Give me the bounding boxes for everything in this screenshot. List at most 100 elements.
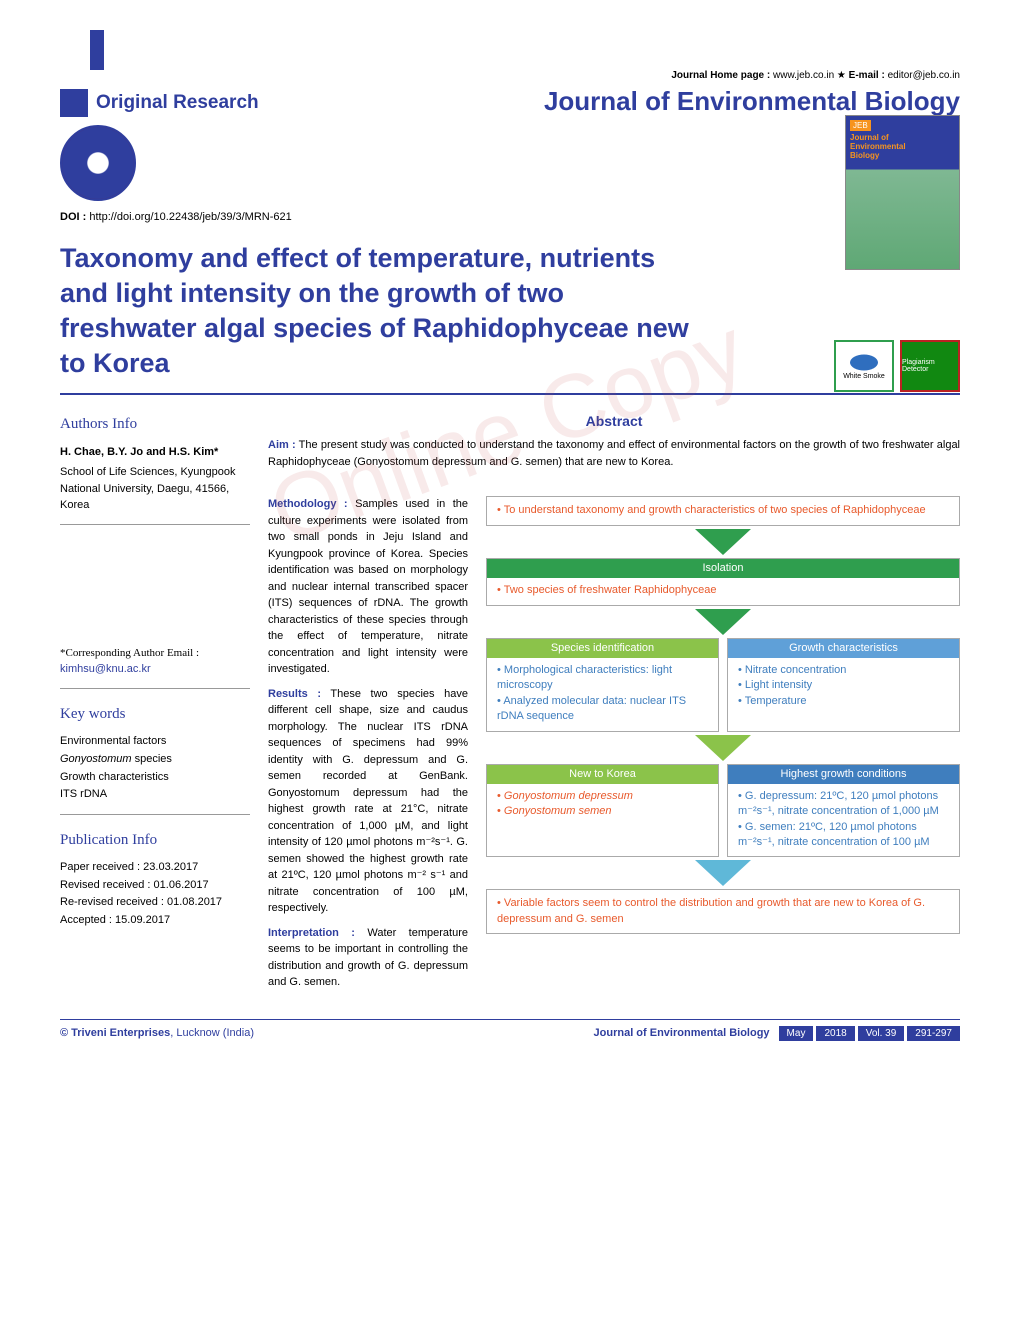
footer-journal-name: Journal of Environmental Biology <box>594 1027 770 1039</box>
flow-split-2: New to Korea • Gonyostomum depressum • G… <box>486 764 960 858</box>
plagiarism-badge: Plagiarism Detector <box>900 340 960 392</box>
pub-rerevised: Re-revised received : 01.08.2017 <box>60 894 250 912</box>
int-label: Interpretation : <box>268 927 355 939</box>
authors-info-box: Authors Info H. Chae, B.Y. Jo and H.S. K… <box>60 413 250 525</box>
footer-volume: Vol. 39 <box>858 1026 905 1041</box>
flow-b6b: G. semen: 21ºC, 120 µmol photons m⁻²s⁻¹,… <box>738 821 930 848</box>
kw2-italic: Gonyostomum <box>60 753 132 765</box>
flowchart-column: • To understand taxonomy and growth char… <box>486 496 960 999</box>
authors-heading: Authors Info <box>60 413 250 436</box>
doi-label: DOI : <box>60 211 86 223</box>
mid-right-wrap: Abstract Aim : The present study was con… <box>268 413 960 999</box>
kw1: Environmental factors <box>60 733 250 751</box>
home-page-line: Journal Home page : www.jeb.co.in ★ E-ma… <box>60 70 960 81</box>
corresponding-box: *Corresponding Author Email : kimhsu@knu… <box>60 645 250 689</box>
main-columns: Authors Info H. Chae, B.Y. Jo and H.S. K… <box>60 413 960 999</box>
flow-box-5: New to Korea • Gonyostomum depressum • G… <box>486 764 719 858</box>
flow-box-7: • Variable factors seem to control the d… <box>486 889 960 934</box>
cover-thumbnail: JEB Journal of Environmental Biology <box>845 115 960 270</box>
res-label: Results : <box>268 688 321 700</box>
interpretation-section: Interpretation : Water temperature seems… <box>268 925 468 991</box>
footer-pages: 291-297 <box>907 1026 960 1041</box>
flow-b5b: Gonyostomum semen <box>504 805 612 817</box>
flow-box-1: • To understand taxonomy and growth char… <box>486 496 960 525</box>
flowchart: • To understand taxonomy and growth char… <box>486 496 960 934</box>
flow-box-2: Isolation • Two species of freshwater Ra… <box>486 558 960 606</box>
corr-email[interactable]: kimhsu@knu.ac.kr <box>60 663 151 675</box>
flow-b1-text: To understand taxonomy and growth charac… <box>504 504 926 516</box>
flow-b4a: Nitrate concentration <box>745 664 847 676</box>
cover-t2: Environmental <box>850 142 955 151</box>
cover-t3: Biology <box>850 151 955 160</box>
pub-revised: Revised received : 01.06.2017 <box>60 877 250 895</box>
doi-line: DOI : http://doi.org/10.22438/jeb/39/3/M… <box>60 211 292 223</box>
arrow-2-icon <box>695 609 751 635</box>
journal-title: Journal of Environmental Biology <box>544 86 960 117</box>
badge1-label: White Smoke <box>843 373 885 380</box>
kw4: ITS rDNA <box>60 786 250 804</box>
keywords-list: Environmental factors Gonyostomum specie… <box>60 733 250 803</box>
keywords-box: Key words Environmental factors Gonyosto… <box>60 703 250 815</box>
email-label: E-mail : <box>849 70 885 81</box>
publication-info-box: Publication Info Paper received : 23.03.… <box>60 829 250 940</box>
flow-b2-text: Two species of freshwater Raphidophyceae <box>504 584 717 596</box>
flow-b6-header: Highest growth conditions <box>728 765 959 784</box>
whitesmoke-badge: White Smoke <box>834 340 894 392</box>
copyright: © Triveni Enterprises, Lucknow (India) <box>60 1027 254 1039</box>
abstract-top: Abstract Aim : The present study was con… <box>268 413 960 478</box>
blue-square-icon <box>60 89 88 117</box>
star-icon: ★ <box>837 70 846 81</box>
logo-row: DOI : http://doi.org/10.22438/jeb/39/3/M… <box>60 125 960 223</box>
flow-b6a: G. depressum: 21ºC, 120 µmol photons m⁻²… <box>738 790 939 817</box>
res-text: These two species have different cell sh… <box>268 688 468 915</box>
journal-logo-icon <box>60 125 136 201</box>
footer-year: 2018 <box>816 1026 854 1041</box>
flow-box-4: Growth characteristics • Nitrate concent… <box>727 638 960 732</box>
flow-b3-header: Species identification <box>487 639 718 658</box>
top-bar <box>60 30 960 70</box>
aim-label: Aim : <box>268 439 296 451</box>
flow-b5-header: New to Korea <box>487 765 718 784</box>
pub-accepted: Accepted : 15.09.2017 <box>60 912 250 930</box>
copy-bold: © Triveni Enterprises <box>60 1027 170 1039</box>
methodology-section: Methodology : Samples used in the cultur… <box>268 496 468 678</box>
flow-box-3: Species identification • Morphological c… <box>486 638 719 732</box>
flow-split-1: Species identification • Morphological c… <box>486 638 960 732</box>
results-section: Results : These two species have differe… <box>268 686 468 917</box>
left-column: Authors Info H. Chae, B.Y. Jo and H.S. K… <box>60 413 250 999</box>
cover-tag: JEB <box>850 120 871 131</box>
home-label: Journal Home page : <box>671 70 770 81</box>
badge2-label: Plagiarism Detector <box>902 359 958 373</box>
doi-url[interactable]: http://doi.org/10.22438/jeb/39/3/MRN-621 <box>89 211 291 223</box>
footer-month: May <box>779 1026 814 1041</box>
header-row: Original Research Journal of Environment… <box>60 86 960 117</box>
author-names: H. Chae, B.Y. Jo and H.S. Kim* <box>60 444 250 461</box>
arrow-3-icon <box>695 735 751 761</box>
pub-heading: Publication Info <box>60 829 250 852</box>
cover-t1: Journal of <box>850 133 955 142</box>
flow-box-6: Highest growth conditions • G. depressum… <box>727 764 960 858</box>
original-research: Original Research <box>60 89 259 117</box>
kw3: Growth characteristics <box>60 769 250 787</box>
flow-b3b: Analyzed molecular data: nuclear ITS rDN… <box>497 695 686 722</box>
article-title: Taxonomy and effect of temperature, nutr… <box>60 241 700 381</box>
copy-rest: , Lucknow (India) <box>170 1027 254 1039</box>
logo-block: DOI : http://doi.org/10.22438/jeb/39/3/M… <box>60 125 292 223</box>
pub-list: Paper received : 23.03.2017 Revised rece… <box>60 859 250 929</box>
title-rule <box>60 393 960 395</box>
aim-text: The present study was conducted to under… <box>268 439 960 468</box>
middle-column: Methodology : Samples used in the cultur… <box>268 496 468 999</box>
affiliation: School of Life Sciences, Kyungpook Natio… <box>60 464 250 514</box>
footer: © Triveni Enterprises, Lucknow (India) J… <box>60 1019 960 1041</box>
aim-section: Aim : The present study was conducted to… <box>268 437 960 470</box>
flow-b4-header: Growth characteristics <box>728 639 959 658</box>
email[interactable]: editor@jeb.co.in <box>888 70 960 81</box>
kw2: Gonyostomum species <box>60 751 250 769</box>
meth-label: Methodology : <box>268 498 348 510</box>
flow-b4b: Light intensity <box>745 679 812 691</box>
feather-icon <box>850 353 878 373</box>
flow-b3a: Morphological characteristics: light mic… <box>497 664 672 691</box>
home-url[interactable]: www.jeb.co.in <box>773 70 834 81</box>
keywords-heading: Key words <box>60 703 250 726</box>
flow-b7-text: Variable factors seem to control the dis… <box>497 897 925 924</box>
